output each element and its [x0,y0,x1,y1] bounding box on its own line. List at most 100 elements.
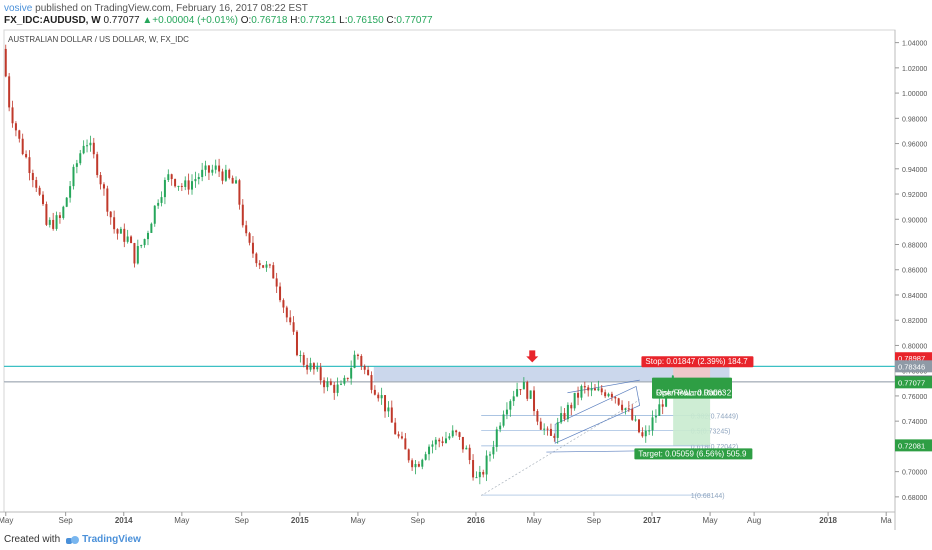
candle-body[interactable] [627,408,630,410]
candle-body[interactable] [631,409,634,420]
candle-body[interactable] [356,354,359,357]
target-box[interactable] [634,448,753,460]
candle-body[interactable] [194,179,197,182]
candle-body[interactable] [590,388,593,391]
candle-body[interactable] [187,180,190,190]
candle-body[interactable] [86,145,89,147]
candle-body[interactable] [136,246,139,264]
candle-body[interactable] [543,428,546,430]
candle-body[interactable] [45,204,48,225]
candle-body[interactable] [651,417,654,431]
candle-body[interactable] [468,447,471,461]
candle-body[interactable] [333,384,336,393]
candle-body[interactable] [258,263,261,266]
candle-body[interactable] [174,179,177,187]
candle-body[interactable] [14,123,17,131]
candle-body[interactable] [373,389,376,395]
candle-body[interactable] [367,369,370,376]
candle-body[interactable] [184,180,187,187]
candle-body[interactable] [163,179,166,198]
candle-body[interactable] [343,377,346,384]
candle-body[interactable] [262,265,265,268]
candle-body[interactable] [648,430,651,432]
candle-body[interactable] [509,401,512,410]
candle-body[interactable] [617,398,620,405]
candle-body[interactable] [11,107,14,124]
candle-body[interactable] [38,187,41,195]
candle-body[interactable] [25,154,28,158]
candle-body[interactable] [563,413,566,420]
candle-body[interactable] [573,392,576,409]
candle-body[interactable] [285,307,288,318]
candle-body[interactable] [238,180,241,205]
candle-body[interactable] [167,174,170,180]
channel-upper-line[interactable] [567,379,640,394]
candle-body[interactable] [553,435,556,438]
candle-body[interactable] [363,366,366,370]
candle-body[interactable] [644,430,647,437]
candle-body[interactable] [519,389,522,391]
candle-body[interactable] [75,163,78,167]
candle-body[interactable] [536,411,539,422]
candle-body[interactable] [265,264,268,268]
candle-body[interactable] [197,177,200,180]
candle-body[interactable] [109,211,112,218]
candle-body[interactable] [431,444,434,447]
candle-body[interactable] [624,408,627,410]
candle-body[interactable] [82,145,85,154]
plot-area[interactable] [3,29,896,513]
candle-body[interactable] [275,278,278,287]
candle-body[interactable] [153,205,156,224]
stop-box[interactable] [641,356,754,368]
candle-body[interactable] [228,169,231,178]
candle-body[interactable] [119,228,122,234]
candle-body[interactable] [52,219,55,229]
candle-body[interactable] [353,354,356,368]
candle-body[interactable] [360,356,363,367]
candle-body[interactable] [207,165,210,173]
candle-body[interactable] [522,382,525,390]
candle-body[interactable] [350,367,353,379]
candle-body[interactable] [485,455,488,475]
candle-body[interactable] [533,390,536,412]
candle-body[interactable] [224,169,227,181]
candle-body[interactable] [295,331,298,356]
candle-body[interactable] [549,428,552,436]
candle-body[interactable] [404,438,407,450]
candle-body[interactable] [113,217,116,230]
candle-body[interactable] [58,215,61,218]
candle-body[interactable] [336,384,339,393]
candle-body[interactable] [394,422,397,435]
candle-body[interactable] [634,419,637,421]
candle-body[interactable] [414,464,417,468]
candle-body[interactable] [245,225,248,234]
candle-body[interactable] [560,413,563,423]
down-arrow-icon[interactable] [526,350,539,363]
candle-body[interactable] [123,228,126,242]
candle-body[interactable] [4,48,7,77]
candle-body[interactable] [143,239,146,246]
candle-body[interactable] [248,233,251,243]
candle-body[interactable] [204,165,207,170]
candle-body[interactable] [621,404,624,410]
author-link[interactable]: vosive [4,3,33,14]
candle-body[interactable] [102,184,105,189]
candle-body[interactable] [461,436,464,450]
candle-body[interactable] [546,428,549,430]
candle-body[interactable] [180,185,183,187]
candle-body[interactable] [319,367,322,381]
candle-body[interactable] [577,392,580,398]
candle-body[interactable] [482,471,485,475]
candle-body[interactable] [614,397,617,399]
candle-body[interactable] [340,383,343,385]
candle-body[interactable] [661,404,664,407]
candle-body[interactable] [201,169,204,178]
candle-body[interactable] [160,197,163,203]
candle-body[interactable] [587,387,590,391]
candle-body[interactable] [465,447,468,450]
candle-body[interactable] [133,243,136,264]
candle-body[interactable] [302,355,305,365]
candle-body[interactable] [268,264,271,266]
candle-body[interactable] [255,253,258,264]
open-pnl-box[interactable] [652,377,732,399]
